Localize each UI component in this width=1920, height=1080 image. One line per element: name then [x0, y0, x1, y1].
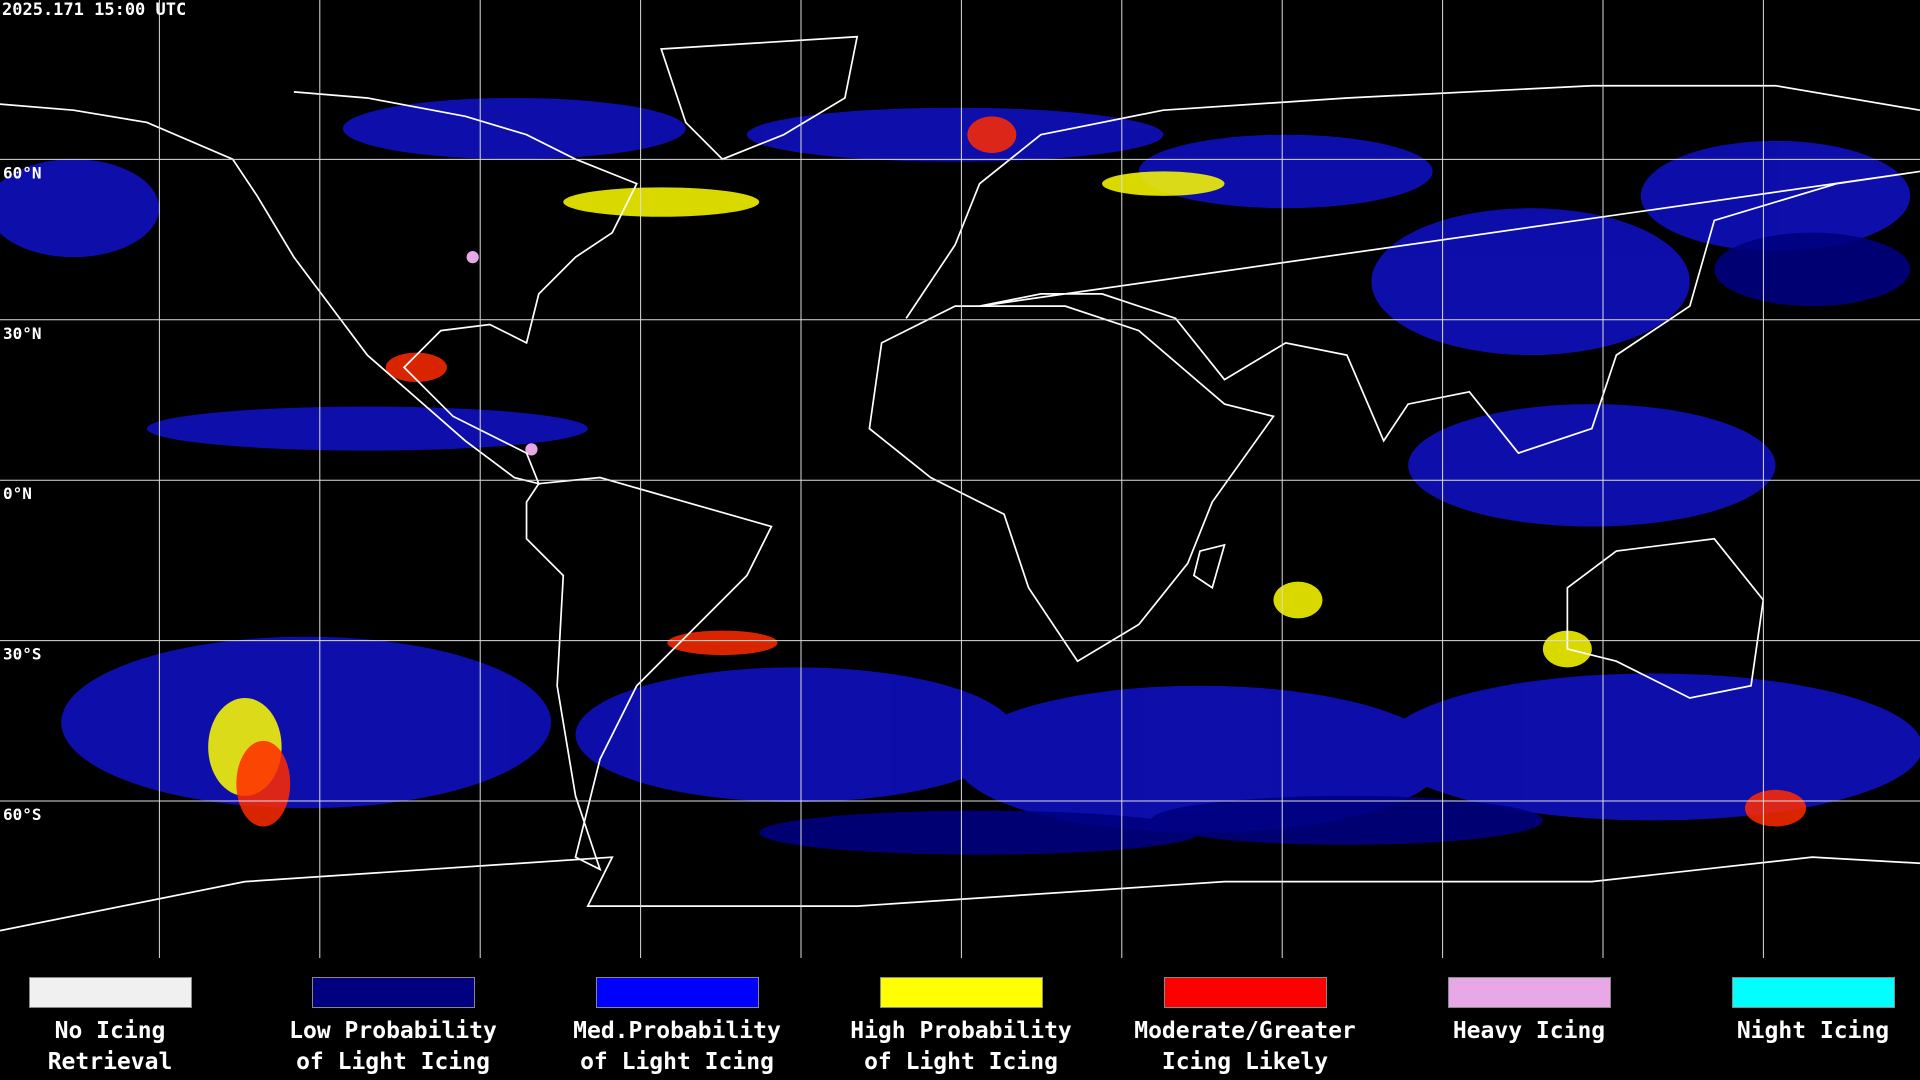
- coastlines: [0, 35, 1920, 932]
- legend-label: Low Probability: [289, 1018, 497, 1044]
- legend-label: Night Icing: [1736, 1018, 1890, 1044]
- legend-swatch: [311, 977, 475, 1008]
- legend-swatch: [879, 977, 1043, 1008]
- legend-swatch: [28, 977, 192, 1008]
- latitude-label: 60°N: [3, 163, 42, 182]
- legend-item: High Probability of Light Icing: [831, 977, 1091, 1078]
- legend-label: of Light Icing: [864, 1049, 1058, 1075]
- timestamp: 2025.171 15:00 UTC: [2, 0, 187, 20]
- legend-item: Med.Probability of Light Icing: [547, 977, 807, 1078]
- legend-swatch: [1447, 977, 1611, 1008]
- latitude-label: 30°S: [3, 645, 42, 664]
- legend-swatch: [595, 977, 759, 1008]
- legend-item: No Icing Retrieval: [0, 977, 240, 1078]
- icing-field: [0, 35, 1920, 932]
- legend-item: Night Icing: [1683, 977, 1920, 1047]
- legend-label: Retrieval: [47, 1049, 173, 1075]
- map: 60°N 30°N 0°N 30°S 60°S: [0, 0, 1920, 958]
- legend-item: Moderate/Greater Icing Likely: [1115, 977, 1375, 1078]
- legend-label: High Probability: [850, 1018, 1072, 1044]
- legend-label: Heavy Icing: [1452, 1018, 1606, 1044]
- latitude-label: 60°S: [3, 805, 42, 824]
- legend-swatch: [1731, 977, 1895, 1008]
- latitude-label: 0°N: [3, 484, 32, 503]
- graticule: [0, 0, 1920, 958]
- legend-label: No Icing: [54, 1018, 166, 1044]
- legend-label: Med.Probability: [573, 1018, 781, 1044]
- legend-item: Heavy Icing: [1399, 977, 1659, 1047]
- legend-label: of Light Icing: [580, 1049, 774, 1075]
- legend-item: Low Probability of Light Icing: [263, 977, 523, 1078]
- latitude-label: 30°N: [3, 324, 42, 343]
- legend-label: Icing Likely: [1161, 1049, 1329, 1075]
- latitude-labels: 60°N 30°N 0°N 30°S 60°S: [3, 163, 42, 824]
- legend-label: Moderate/Greater: [1134, 1018, 1356, 1044]
- legend-swatch: [1163, 977, 1327, 1008]
- legend-label: of Light Icing: [296, 1049, 490, 1075]
